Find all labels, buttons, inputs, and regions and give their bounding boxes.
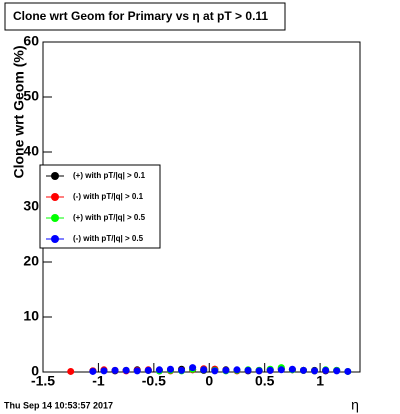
y-tick-label: 0 xyxy=(31,363,39,379)
point xyxy=(166,365,174,373)
chart-title: Clone wrt Geom for Primary vs η at pT > … xyxy=(13,9,268,23)
point xyxy=(344,367,352,375)
point xyxy=(266,366,274,374)
point xyxy=(122,366,130,374)
legend-marker xyxy=(51,235,59,243)
point xyxy=(322,366,330,374)
point xyxy=(133,367,141,375)
point xyxy=(288,365,296,373)
point xyxy=(155,366,163,374)
point xyxy=(233,366,241,374)
y-tick-label: 10 xyxy=(23,308,39,324)
y-tick-label: 30 xyxy=(23,198,39,214)
point xyxy=(144,366,152,374)
point xyxy=(244,366,252,374)
point xyxy=(255,367,263,375)
x-axis-label: η xyxy=(351,397,359,413)
y-tick-label: 60 xyxy=(23,33,39,49)
legend-label: (-) with pT/|q| > 0.1 xyxy=(73,192,144,201)
legend-marker xyxy=(51,214,59,222)
point xyxy=(89,367,97,375)
point xyxy=(178,366,186,374)
point xyxy=(67,367,75,375)
x-tick-label: -1.5 xyxy=(31,373,55,389)
legend-marker xyxy=(51,172,59,180)
title-box xyxy=(4,2,286,31)
x-tick-label: 0 xyxy=(205,373,213,389)
x-tick-label: -1 xyxy=(92,373,105,389)
point xyxy=(277,366,285,374)
x-tick-label: -0.5 xyxy=(142,373,166,389)
y-tick-label: 40 xyxy=(23,143,39,159)
legend-box xyxy=(39,164,161,249)
x-tick-label: 0.5 xyxy=(255,373,275,389)
x-tick-label: 1 xyxy=(316,373,324,389)
point xyxy=(299,366,307,374)
point xyxy=(311,367,319,375)
y-tick-label: 20 xyxy=(23,253,39,269)
point xyxy=(222,366,230,374)
legend-marker xyxy=(51,193,59,201)
legend-label: (-) with pT/|q| > 0.5 xyxy=(73,234,144,243)
point xyxy=(333,367,341,375)
point xyxy=(211,367,219,375)
legend-label: (+) with pT/|q| > 0.1 xyxy=(73,171,146,180)
point xyxy=(189,364,197,372)
point xyxy=(200,366,208,374)
y-axis-label: Clone wrt Geom (%) xyxy=(11,45,27,178)
timestamp: Thu Sep 14 10:53:57 2017 xyxy=(4,400,113,410)
point xyxy=(100,367,108,375)
y-tick-label: 50 xyxy=(23,88,39,104)
legend-label: (+) with pT/|q| > 0.5 xyxy=(73,213,146,222)
point xyxy=(111,366,119,374)
